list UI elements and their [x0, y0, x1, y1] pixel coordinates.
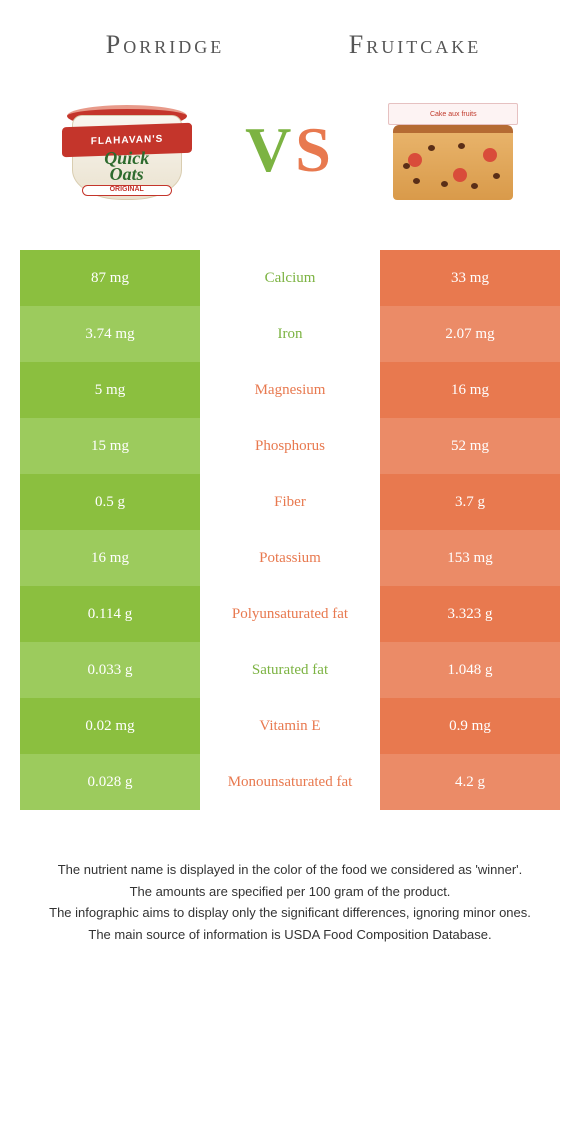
right-value: 153 mg: [380, 530, 560, 586]
nutrient-label: Iron: [200, 306, 380, 362]
right-value: 52 mg: [380, 418, 560, 474]
left-value: 0.5 g: [20, 474, 200, 530]
nutrient-label: Phosphorus: [200, 418, 380, 474]
footnote-line: The nutrient name is displayed in the co…: [40, 860, 540, 880]
nutrient-label: Calcium: [200, 250, 380, 306]
right-value: 16 mg: [380, 362, 560, 418]
porridge-image: FLAHAVAN'S QuickOats ORIGINAL: [52, 90, 202, 210]
left-value: 0.114 g: [20, 586, 200, 642]
left-food-title: Porridge: [40, 30, 290, 60]
nutrient-label: Polyunsaturated fat: [200, 586, 380, 642]
left-value: 16 mg: [20, 530, 200, 586]
vs-v-letter: V: [245, 113, 295, 187]
cake-box-label: Cake aux fruits: [388, 103, 518, 125]
footnote-line: The main source of information is USDA F…: [40, 925, 540, 945]
nutrient-row: 0.5 gFiber3.7 g: [20, 474, 560, 530]
nutrient-row: 0.033 gSaturated fat1.048 g: [20, 642, 560, 698]
left-value: 0.02 mg: [20, 698, 200, 754]
nutrient-table: 87 mgCalcium33 mg3.74 mgIron2.07 mg5 mgM…: [20, 250, 560, 810]
nutrient-row: 87 mgCalcium33 mg: [20, 250, 560, 306]
nutrient-row: 3.74 mgIron2.07 mg: [20, 306, 560, 362]
nutrient-label: Potassium: [200, 530, 380, 586]
right-value: 1.048 g: [380, 642, 560, 698]
nutrient-label: Monounsaturated fat: [200, 754, 380, 810]
left-value: 15 mg: [20, 418, 200, 474]
nutrient-row: 5 mgMagnesium16 mg: [20, 362, 560, 418]
nutrient-label: Fiber: [200, 474, 380, 530]
nutrient-row: 16 mgPotassium153 mg: [20, 530, 560, 586]
left-value: 87 mg: [20, 250, 200, 306]
nutrient-label: Magnesium: [200, 362, 380, 418]
nutrient-row: 0.02 mgVitamin E0.9 mg: [20, 698, 560, 754]
left-value: 5 mg: [20, 362, 200, 418]
nutrient-row: 15 mgPhosphorus52 mg: [20, 418, 560, 474]
right-value: 3.323 g: [380, 586, 560, 642]
footnotes: The nutrient name is displayed in the co…: [40, 860, 540, 944]
right-value: 4.2 g: [380, 754, 560, 810]
right-value: 3.7 g: [380, 474, 560, 530]
left-value: 0.033 g: [20, 642, 200, 698]
vs-label: VS: [245, 113, 335, 187]
footnote-line: The amounts are specified per 100 gram o…: [40, 882, 540, 902]
right-value: 0.9 mg: [380, 698, 560, 754]
left-value: 3.74 mg: [20, 306, 200, 362]
fruitcake-image: Cake aux fruits: [378, 90, 528, 210]
nutrient-row: 0.114 gPolyunsaturated fat3.323 g: [20, 586, 560, 642]
left-value: 0.028 g: [20, 754, 200, 810]
right-value: 33 mg: [380, 250, 560, 306]
footnote-line: The infographic aims to display only the…: [40, 903, 540, 923]
header-titles: Porridge Fruitcake: [0, 0, 580, 70]
vs-s-letter: S: [295, 113, 335, 187]
nutrient-row: 0.028 gMonounsaturated fat4.2 g: [20, 754, 560, 810]
nutrient-label: Vitamin E: [200, 698, 380, 754]
comparison-images: FLAHAVAN'S QuickOats ORIGINAL VS Cake au…: [0, 70, 580, 250]
nutrient-label: Saturated fat: [200, 642, 380, 698]
right-value: 2.07 mg: [380, 306, 560, 362]
oats-product-name: QuickOats ORIGINAL: [82, 150, 172, 196]
right-food-title: Fruitcake: [290, 30, 540, 60]
